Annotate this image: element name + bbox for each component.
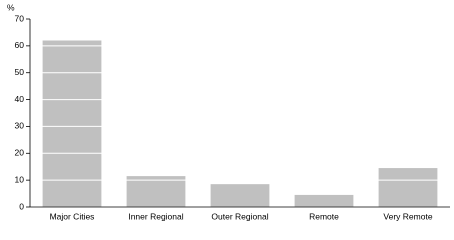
chart: % Major Cities Inner Regional Outer Region… xyxy=(7,2,450,221)
y-tick-label: 70 xyxy=(15,13,25,23)
x-tick-label: Major Cities xyxy=(50,211,95,221)
y-tick-label: 50 xyxy=(15,67,25,77)
y-tick-label: 40 xyxy=(15,94,25,104)
y-tick-label: 30 xyxy=(15,121,25,131)
bar xyxy=(294,194,354,207)
y-axis-label: % xyxy=(7,2,15,12)
bar xyxy=(378,168,438,207)
y-tick-label: 10 xyxy=(15,174,25,184)
y-tick-label: 60 xyxy=(15,40,25,50)
bar xyxy=(42,40,102,207)
x-tick-label: Inner Regional xyxy=(128,211,183,221)
bar xyxy=(210,184,270,207)
y-tick-label: 0 xyxy=(19,201,24,211)
page: {"chart_data": {"type": "bar", "y_label"… xyxy=(7,2,450,222)
bar xyxy=(126,176,186,207)
y-tick-label: 20 xyxy=(15,148,25,158)
x-tick-label: Outer Regional xyxy=(211,211,268,221)
x-tick-label: Remote xyxy=(309,211,339,221)
x-tick-label: Very Remote xyxy=(383,211,432,221)
